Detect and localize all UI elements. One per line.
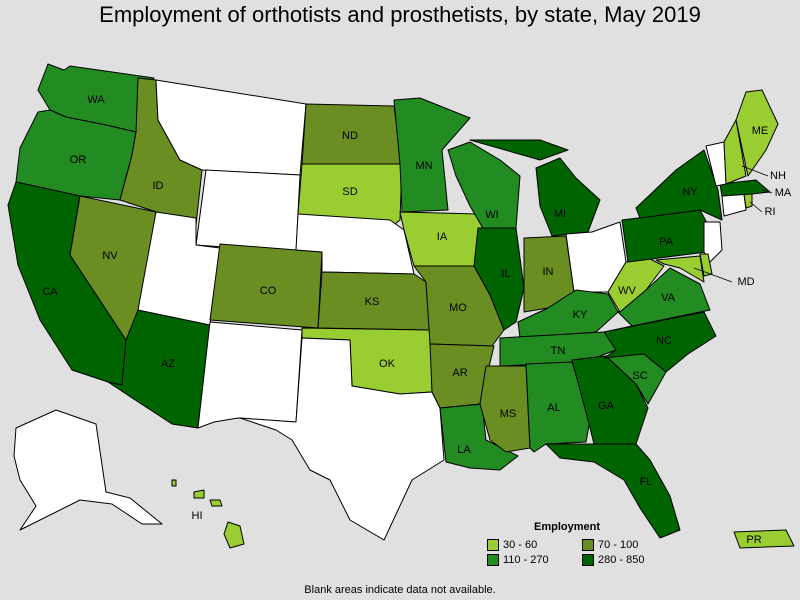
- label-AL: AL: [547, 402, 560, 414]
- label-ME: ME: [752, 125, 769, 137]
- state-MI[interactable]: [469, 139, 601, 237]
- label-SC: SC: [632, 370, 647, 382]
- label-FL: FL: [640, 476, 653, 488]
- label-AR: AR: [452, 367, 467, 379]
- label-IA: IA: [437, 231, 448, 243]
- label-OK: OK: [379, 358, 396, 370]
- label-NC: NC: [656, 335, 672, 347]
- label-NV: NV: [102, 250, 118, 262]
- label-CO: CO: [260, 285, 277, 297]
- label-KY: KY: [573, 309, 588, 321]
- label-SD: SD: [342, 186, 357, 198]
- label-IL: IL: [501, 268, 510, 280]
- legend-swatch-1: [487, 539, 499, 551]
- legend-label-1: 30 - 60: [503, 539, 538, 551]
- legend-item-1: 30 - 60: [487, 539, 582, 551]
- state-NH[interactable]: [723, 119, 747, 185]
- label-NY: NY: [682, 186, 698, 198]
- state-HI[interactable]: [171, 479, 245, 549]
- label-MO: MO: [449, 302, 467, 314]
- state-WY[interactable]: [195, 169, 301, 253]
- label-MI: MI: [554, 208, 566, 220]
- state-NC[interactable]: [603, 311, 717, 373]
- state-NY[interactable]: [635, 149, 723, 221]
- label-OR: OR: [70, 154, 87, 166]
- legend: Employment 30 - 60 70 - 100 110 - 270 28…: [487, 521, 667, 566]
- label-PR: PR: [746, 534, 761, 546]
- footnote: Blank areas indicate data not available.: [304, 584, 496, 596]
- state-DE[interactable]: [699, 253, 713, 277]
- label-AZ: AZ: [161, 358, 175, 370]
- label-WI: WI: [485, 209, 498, 221]
- label-PA: PA: [659, 236, 674, 248]
- label-GA: GA: [598, 400, 615, 412]
- state-ME[interactable]: [735, 89, 779, 177]
- legend-swatch-3: [487, 554, 499, 566]
- label-TN: TN: [551, 345, 566, 357]
- legend-label-3: 110 - 270: [503, 554, 549, 566]
- label-IN: IN: [543, 266, 554, 278]
- label-WA: WA: [87, 94, 105, 106]
- map-title: Employment of orthotists and prosthetist…: [99, 2, 701, 27]
- state-MA[interactable]: [719, 179, 771, 197]
- state-NJ[interactable]: [703, 221, 723, 263]
- state-CT[interactable]: [721, 193, 747, 217]
- legend-label-2: 70 - 100: [598, 539, 639, 551]
- label-MA: MA: [775, 187, 792, 199]
- legend-swatch-4: [582, 554, 594, 566]
- state-TX[interactable]: [239, 337, 445, 541]
- legend-item-4: 280 - 850: [582, 554, 677, 566]
- state-WV[interactable]: [607, 257, 665, 313]
- label-MS: MS: [500, 408, 517, 420]
- label-ID: ID: [153, 180, 164, 192]
- state-RI[interactable]: [743, 193, 753, 209]
- label-NH: NH: [770, 170, 786, 182]
- legend-label-4: 280 - 850: [598, 554, 645, 566]
- legend-item-2: 70 - 100: [582, 539, 677, 551]
- label-CA: CA: [42, 286, 58, 298]
- label-HI: HI: [192, 510, 203, 522]
- label-MN: MN: [415, 160, 432, 172]
- label-VA: VA: [661, 292, 676, 304]
- state-AK[interactable]: [13, 409, 163, 531]
- state-MN[interactable]: [393, 97, 471, 213]
- label-RI: RI: [765, 206, 776, 218]
- legend-swatch-2: [582, 539, 594, 551]
- label-ND: ND: [342, 130, 358, 142]
- state-NM[interactable]: [197, 321, 303, 429]
- state-PR[interactable]: [733, 529, 795, 549]
- state-MD[interactable]: [655, 255, 705, 283]
- label-MD: MD: [737, 276, 754, 288]
- state-IL[interactable]: [473, 227, 525, 331]
- label-WV: WV: [618, 285, 636, 297]
- label-LA: LA: [457, 444, 471, 456]
- state-FL[interactable]: [545, 443, 681, 539]
- legend-item-3: 110 - 270: [487, 554, 582, 566]
- label-KS: KS: [365, 296, 380, 308]
- legend-title: Employment: [533, 521, 600, 533]
